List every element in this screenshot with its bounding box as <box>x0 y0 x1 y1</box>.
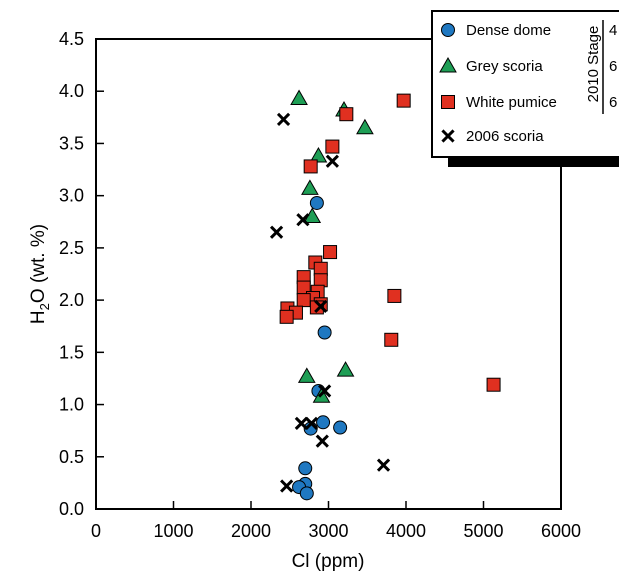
2006-scoria-point <box>325 154 339 168</box>
y-tick-label: 4.0 <box>59 81 84 101</box>
y-tick-label: 4.5 <box>59 29 84 49</box>
y-tick-label: 1.0 <box>59 395 84 415</box>
dense-dome-point <box>309 195 324 210</box>
x-tick-label: 4000 <box>386 521 426 541</box>
y-tick-label: 3.5 <box>59 133 84 153</box>
dense-dome-point <box>298 461 313 476</box>
x-tick-label: 6000 <box>541 521 581 541</box>
2006-scoria-point <box>296 213 310 227</box>
grey-scoria-point <box>297 367 316 383</box>
y-tick-label: 2.5 <box>59 238 84 258</box>
x-tick-label: 2000 <box>231 521 271 541</box>
x-tick-label: 3000 <box>308 521 348 541</box>
legend-stage-white-pumice: 6 <box>609 94 617 111</box>
axis-ticks: 0 1000 2000 3000 4000 5000 6000 0.0 0.5 1.0 1.5 2.0… <box>59 29 581 541</box>
y-tick-label: 3.0 <box>59 186 84 206</box>
2006-scoria-point <box>269 225 284 239</box>
white-pumice-point <box>303 159 318 174</box>
legend-label-grey-scoria: Grey scoria <box>466 58 543 75</box>
y-tick-label: 2.0 <box>59 290 84 310</box>
2006-scoria-point <box>294 416 308 430</box>
y-tick-label: 1.5 <box>59 342 84 362</box>
x-axis-title: Cl (ppm) <box>292 551 365 572</box>
white-pumice-point <box>387 288 402 303</box>
grey-scoria-point <box>336 361 355 377</box>
white-pumice-point <box>296 293 311 308</box>
2006-scoria-point <box>376 458 391 472</box>
grey-scoria-point <box>301 179 319 195</box>
legend-label-2006-scoria: 2006 scoria <box>466 128 544 145</box>
grey-scoria-point <box>309 146 328 163</box>
legend-box <box>431 10 619 158</box>
white-pumice-point <box>323 245 338 260</box>
2006-scoria-point <box>280 479 294 493</box>
y-tick-label: 0.0 <box>59 499 84 519</box>
legend-marker-dense-dome <box>441 23 455 37</box>
grey-scoria-point <box>290 89 308 106</box>
white-pumice-point <box>279 309 294 324</box>
x-tick-label: 1000 <box>153 521 193 541</box>
dense-dome-point <box>316 415 331 430</box>
2006-scoria-point <box>314 299 328 313</box>
legend: 2010 Stage Dense dome 4 Grey scoria 6 White … <box>431 10 619 167</box>
white-pumice-point <box>486 377 501 392</box>
legend-label-white-pumice: White pumice <box>466 94 557 111</box>
y-axis-title: H2O (wt. %) <box>28 224 52 324</box>
white-pumice-point <box>384 332 399 347</box>
dense-dome-point <box>333 420 348 435</box>
2006-scoria-point <box>315 434 329 448</box>
dense-dome-point <box>317 325 332 340</box>
legend-stage-dense-dome: 4 <box>609 22 617 39</box>
y-axis-title-subscript: 2 <box>37 303 52 310</box>
2006-scoria-point <box>304 416 319 430</box>
legend-stage-grey-scoria: 6 <box>609 58 617 75</box>
legend-marker-white-pumice <box>441 95 455 109</box>
legend-marker-grey-scoria <box>439 56 457 73</box>
2006-scoria-point <box>318 384 332 398</box>
2006-scoria-point <box>276 112 291 127</box>
data-points <box>269 89 501 501</box>
y-axis-title-rest: O (wt. %) <box>28 224 49 303</box>
white-pumice-point <box>339 107 354 122</box>
white-pumice-point <box>325 139 340 154</box>
x-tick-label: 5000 <box>463 521 503 541</box>
white-pumice-point <box>396 93 411 108</box>
grey-scoria-point <box>356 118 374 135</box>
y-axis-title-main: H <box>28 310 49 324</box>
legend-stage-label: 2010 Stage <box>585 26 602 103</box>
x-tick-label: 0 <box>91 521 101 541</box>
y-tick-label: 0.5 <box>59 447 84 467</box>
legend-label-dense-dome: Dense dome <box>466 22 551 39</box>
legend-marker-2006-scoria <box>441 129 455 143</box>
dense-dome-point <box>299 486 314 501</box>
